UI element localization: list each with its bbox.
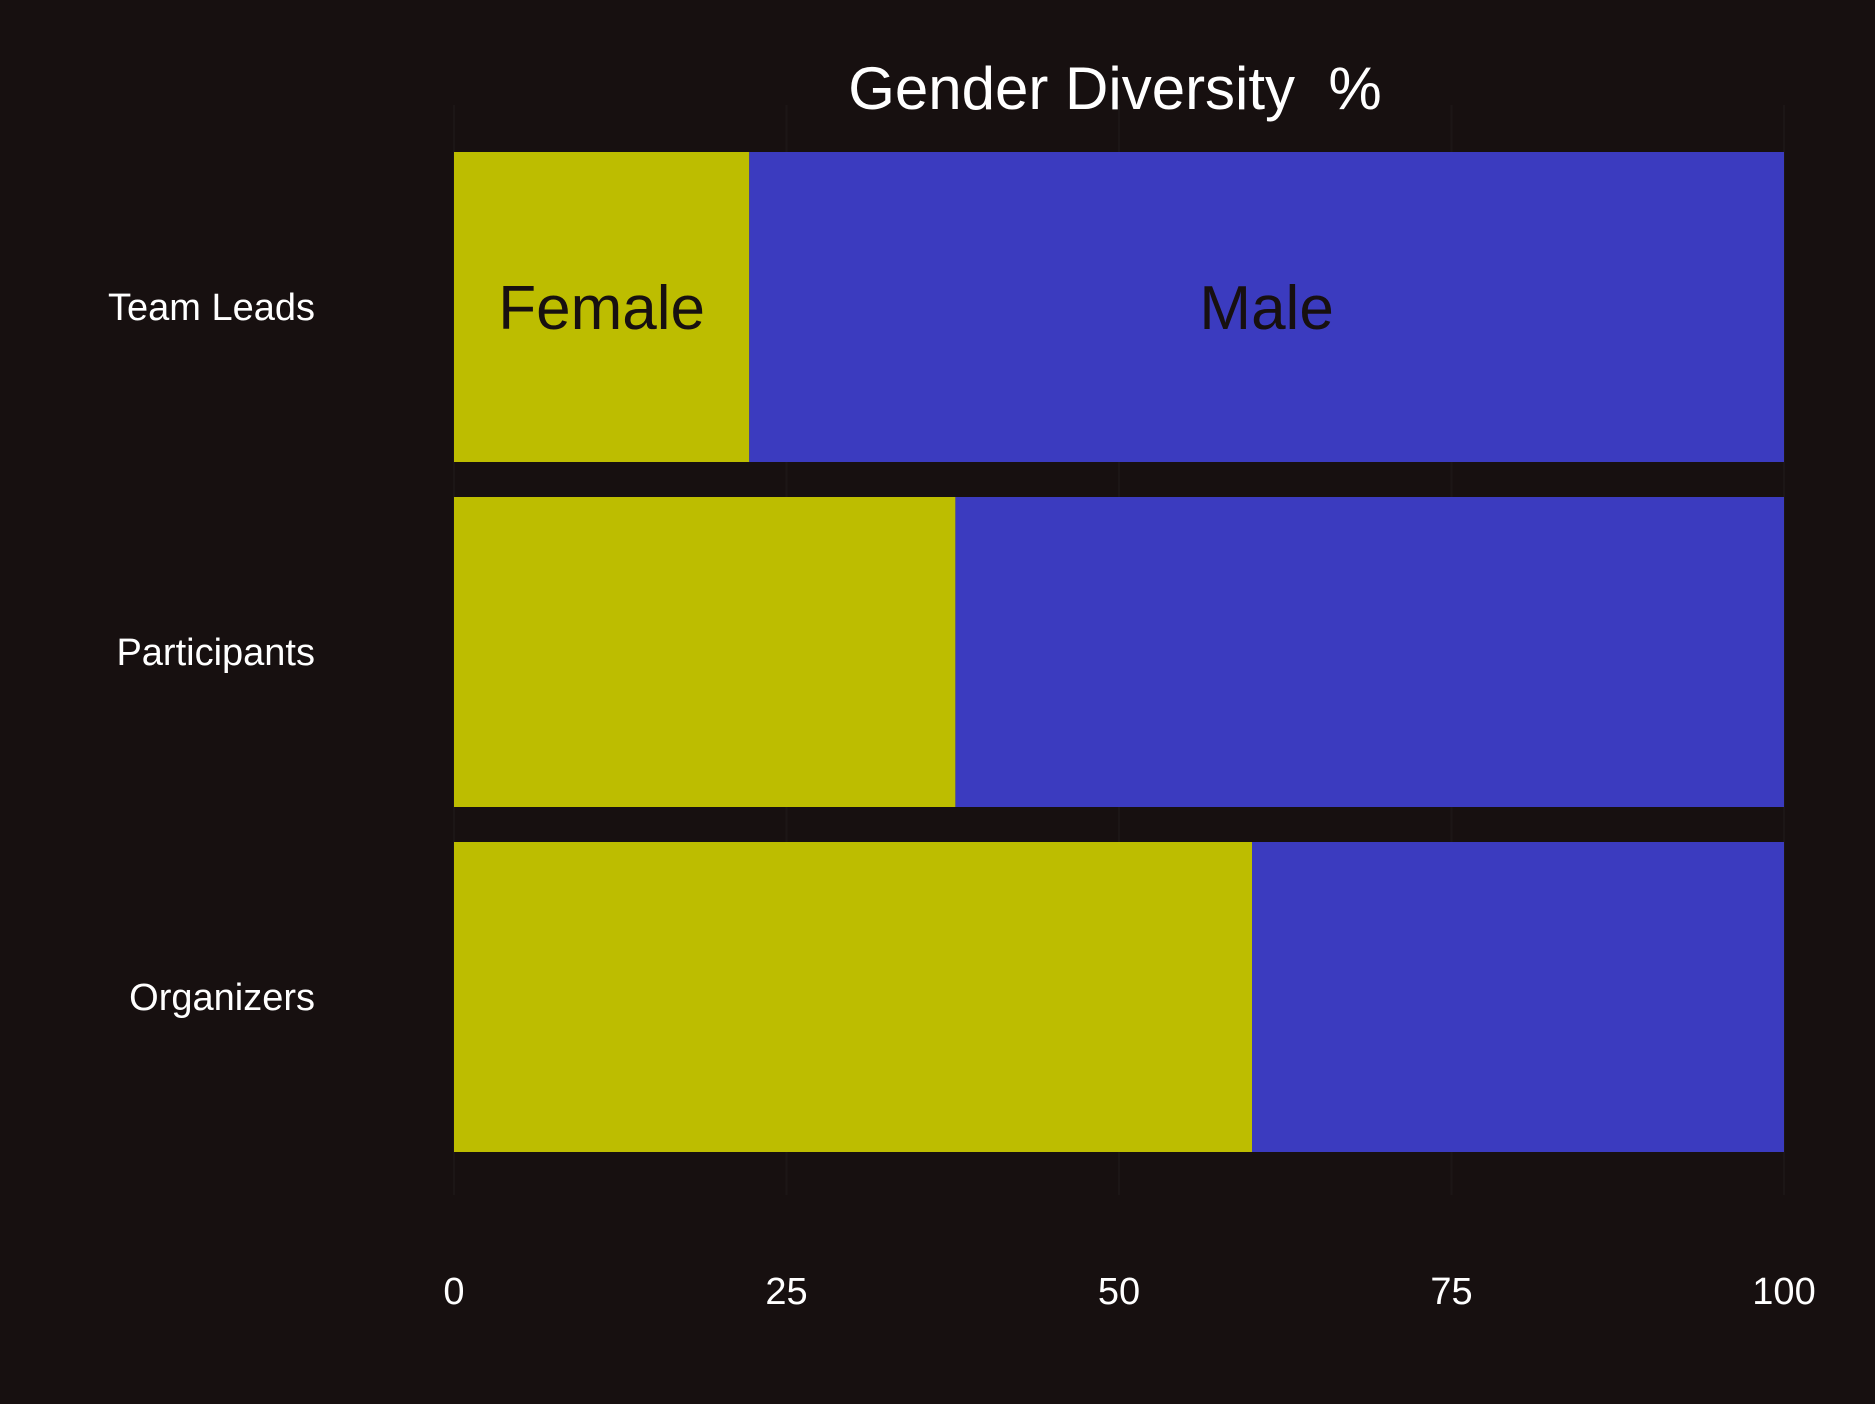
category-label-team-leads: Team Leads	[108, 287, 315, 329]
bar-organizers-male	[1252, 842, 1784, 1152]
category-labels: Team Leads Participants Organizers	[108, 287, 315, 1019]
bars-group	[454, 152, 1784, 1152]
x-tick-25: 25	[765, 1271, 807, 1313]
series-label-female: Female	[498, 274, 705, 343]
x-tick-labels: 0 25 50 75 100	[443, 1271, 1815, 1313]
segment-labels: Female Male	[498, 274, 1334, 343]
bar-organizers-female	[454, 842, 1252, 1152]
series-label-male: Male	[1199, 274, 1333, 343]
category-label-organizers: Organizers	[129, 977, 315, 1019]
bar-team-leads-female	[454, 152, 750, 462]
bar-participants-male	[955, 497, 1784, 807]
category-label-participants: Participants	[116, 632, 315, 674]
x-tick-0: 0	[443, 1271, 464, 1313]
x-tick-100: 100	[1752, 1271, 1815, 1313]
chart-title: Gender Diversity %	[848, 55, 1382, 122]
bar-team-leads-male	[749, 152, 1784, 462]
x-tick-75: 75	[1430, 1271, 1472, 1313]
x-tick-50: 50	[1098, 1271, 1140, 1313]
bar-participants-female	[454, 497, 956, 807]
